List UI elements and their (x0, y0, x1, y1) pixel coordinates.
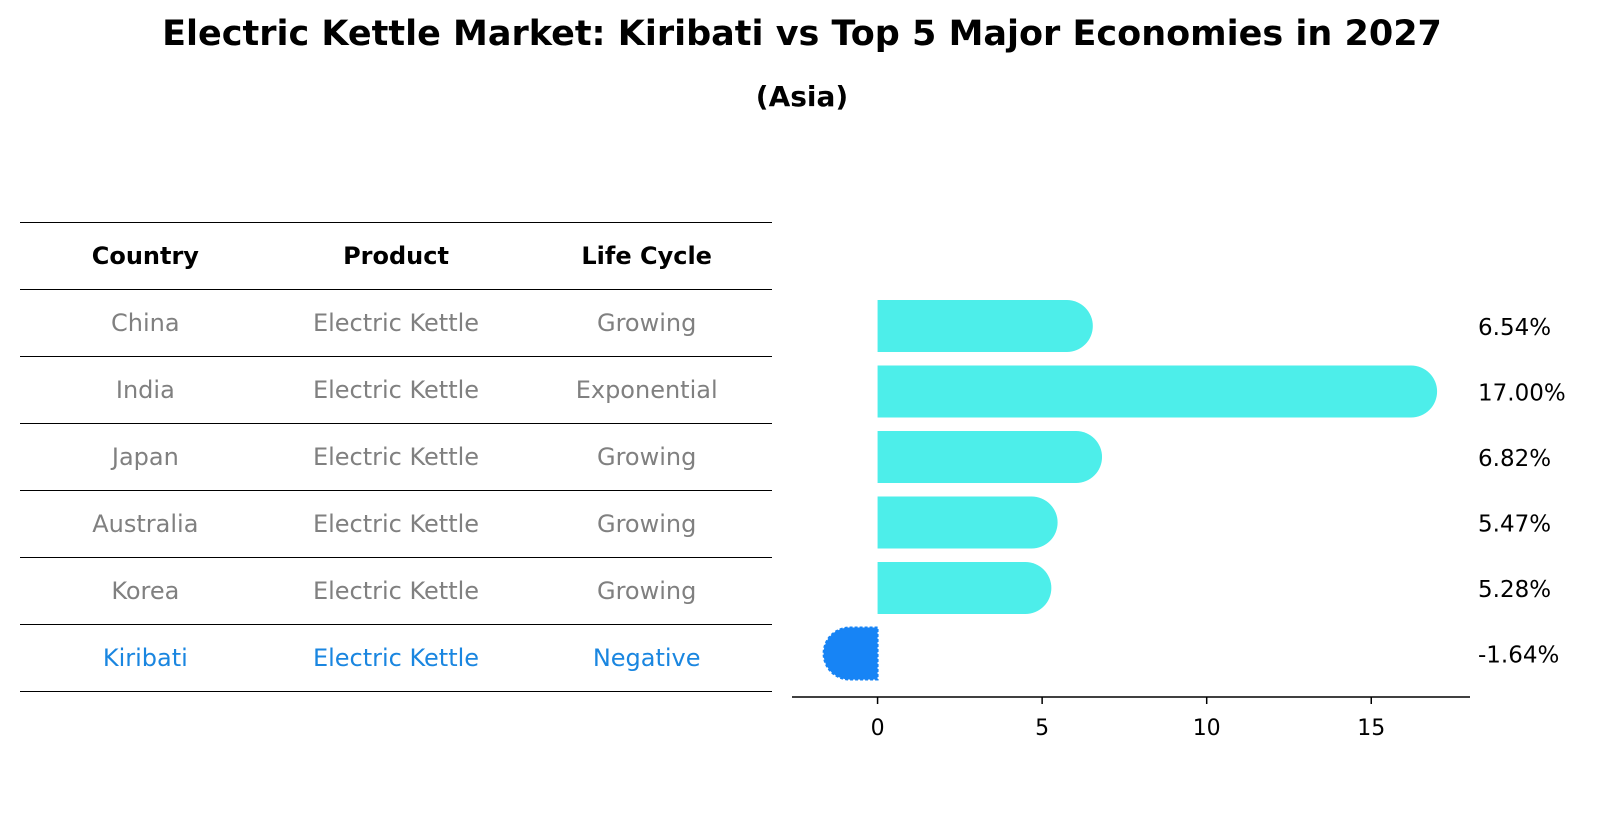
cell-life-cycle: Exponential (575, 376, 718, 404)
x-tick-label: 15 (1357, 716, 1385, 741)
bar (822, 626, 879, 681)
table-row-highlight: Kiribati Electric Kettle Negative (20, 624, 772, 692)
value-label: 6.54% (1478, 315, 1551, 341)
cell-country: Australia (92, 510, 199, 538)
cell-product: Electric Kettle (312, 443, 480, 471)
cell-life-cycle: Negative (592, 644, 701, 672)
cell-product: Electric Kettle (312, 309, 480, 337)
cell-life-cycle: Growing (596, 510, 697, 538)
bar (877, 562, 1052, 614)
table-row: Australia Electric Kettle Growing (20, 490, 772, 557)
bar (877, 365, 1438, 418)
x-tick-label: 5 (1035, 716, 1049, 741)
cell-country: China (111, 309, 180, 337)
cell-product: Electric Kettle (312, 510, 480, 538)
bar (877, 431, 1103, 483)
x-tick-label: 10 (1193, 716, 1221, 741)
cell-country: Kiribati (102, 644, 188, 672)
cell-life-cycle: Growing (596, 309, 697, 337)
header-product: Product (343, 242, 449, 270)
cell-product: Electric Kettle (312, 376, 480, 404)
header-life-cycle: Life Cycle (581, 242, 712, 270)
cell-life-cycle: Growing (596, 577, 697, 605)
chart-title: Electric Kettle Market: Kiribati vs Top … (162, 14, 1442, 54)
cell-country: Japan (111, 443, 179, 471)
cell-product: Electric Kettle (312, 644, 480, 672)
cell-life-cycle: Growing (596, 443, 697, 471)
country-table: Country Product Life Cycle China Electri… (20, 222, 772, 692)
table-row: Korea Electric Kettle Growing (20, 557, 772, 624)
value-label: 5.28% (1478, 577, 1551, 603)
table-row: India Electric Kettle Exponential (20, 356, 772, 423)
chart-subtitle: (Asia) (755, 80, 849, 113)
cell-product: Electric Kettle (312, 577, 480, 605)
cell-country: India (115, 376, 175, 404)
bar (877, 300, 1093, 352)
table-row: China Electric Kettle Growing (20, 289, 772, 356)
value-label: 6.82% (1478, 446, 1551, 472)
table-row: Japan Electric Kettle Growing (20, 423, 772, 490)
value-label: 5.47% (1478, 512, 1551, 538)
bar (877, 496, 1058, 549)
value-label: -1.64% (1478, 643, 1559, 669)
x-tick-label: 0 (871, 716, 885, 741)
header-country: Country (91, 242, 199, 270)
value-label: 17.00% (1478, 381, 1566, 407)
cell-country: Korea (111, 577, 180, 605)
table-header-row: Country Product Life Cycle (20, 222, 772, 289)
